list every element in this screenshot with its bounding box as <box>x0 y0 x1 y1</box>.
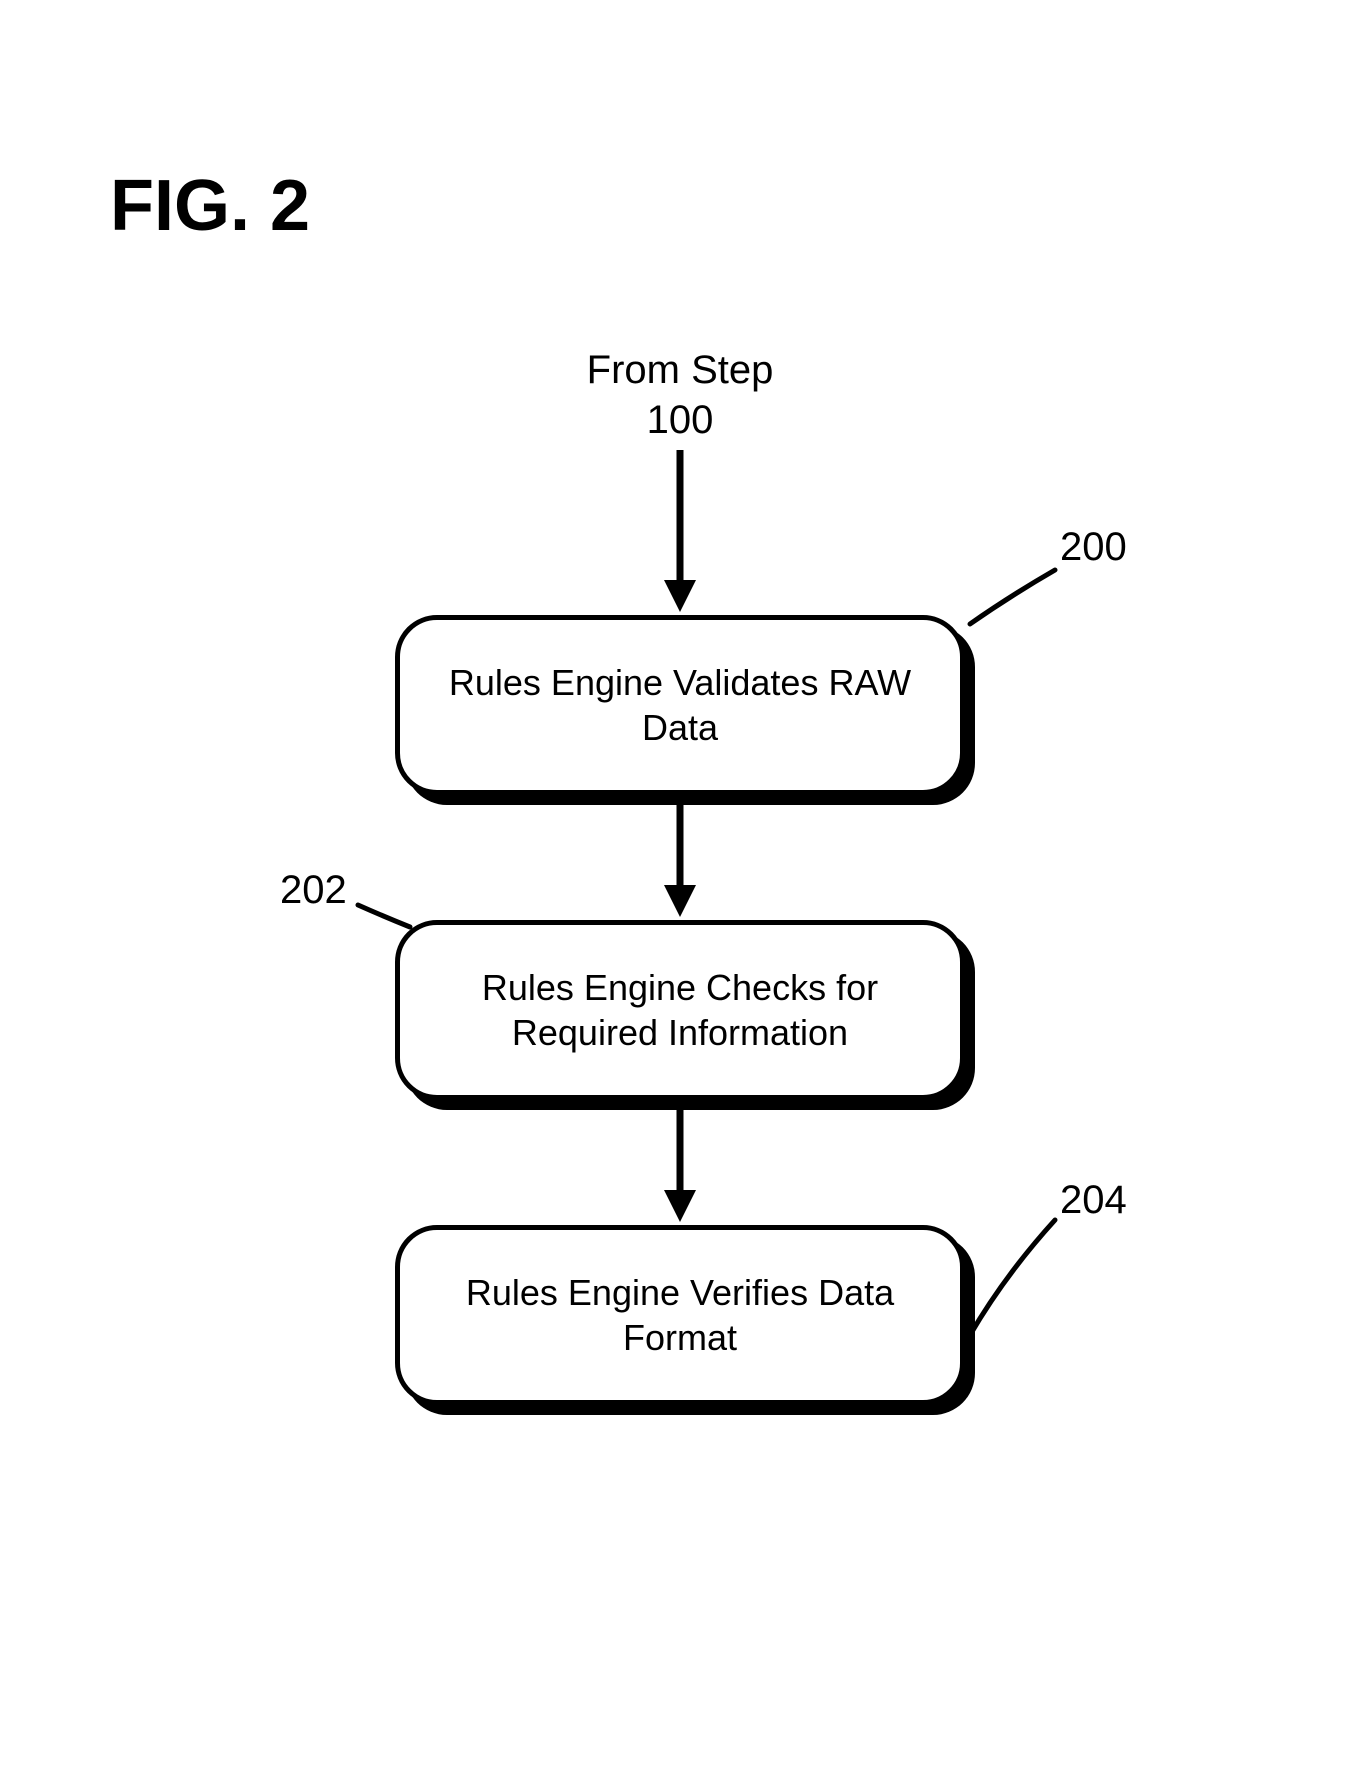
flow-node-box: Rules Engine Validates RAWData <box>395 615 965 795</box>
figure-title: FIG. 2 <box>110 165 310 247</box>
flow-arrow <box>664 1103 696 1222</box>
flow-node-text-line1: Rules Engine Verifies Data <box>466 1272 894 1313</box>
ref-label: 204 <box>1060 1178 1127 1223</box>
flow-node-text-line2: Required Information <box>512 1012 848 1053</box>
flow-node-text: Rules Engine Validates RAWData <box>449 660 911 750</box>
flow-node-text-line1: Rules Engine Validates RAW <box>449 662 911 703</box>
flow-node-box: Rules Engine Verifies DataFormat <box>395 1225 965 1405</box>
ref-label: 200 <box>1060 525 1127 570</box>
entry-label: From Step 100 <box>480 345 880 445</box>
flow-node-box: Rules Engine Checks forRequired Informat… <box>395 920 965 1100</box>
flow-node: Rules Engine Verifies DataFormat <box>395 1225 975 1415</box>
flow-node-text: Rules Engine Checks forRequired Informat… <box>482 965 878 1055</box>
flow-arrow <box>664 450 696 612</box>
flow-node: Rules Engine Validates RAWData <box>395 615 975 805</box>
entry-label-line2: 100 <box>647 398 714 442</box>
connector-overlay <box>0 0 1360 1787</box>
flow-arrow <box>664 798 696 917</box>
ref-label: 202 <box>280 868 347 913</box>
flow-node-text-line1: Rules Engine Checks for <box>482 967 878 1008</box>
flow-node-text: Rules Engine Verifies DataFormat <box>466 1270 894 1360</box>
flow-node-text-line2: Data <box>642 707 718 748</box>
flow-node: Rules Engine Checks forRequired Informat… <box>395 920 975 1110</box>
diagram-canvas: FIG. 2 From Step 100 Rules Engine Valida… <box>0 0 1360 1787</box>
ref-leader <box>970 1220 1055 1335</box>
flow-node-text-line2: Format <box>623 1317 737 1358</box>
ref-leader <box>970 570 1055 624</box>
entry-label-line1: From Step <box>587 348 774 392</box>
